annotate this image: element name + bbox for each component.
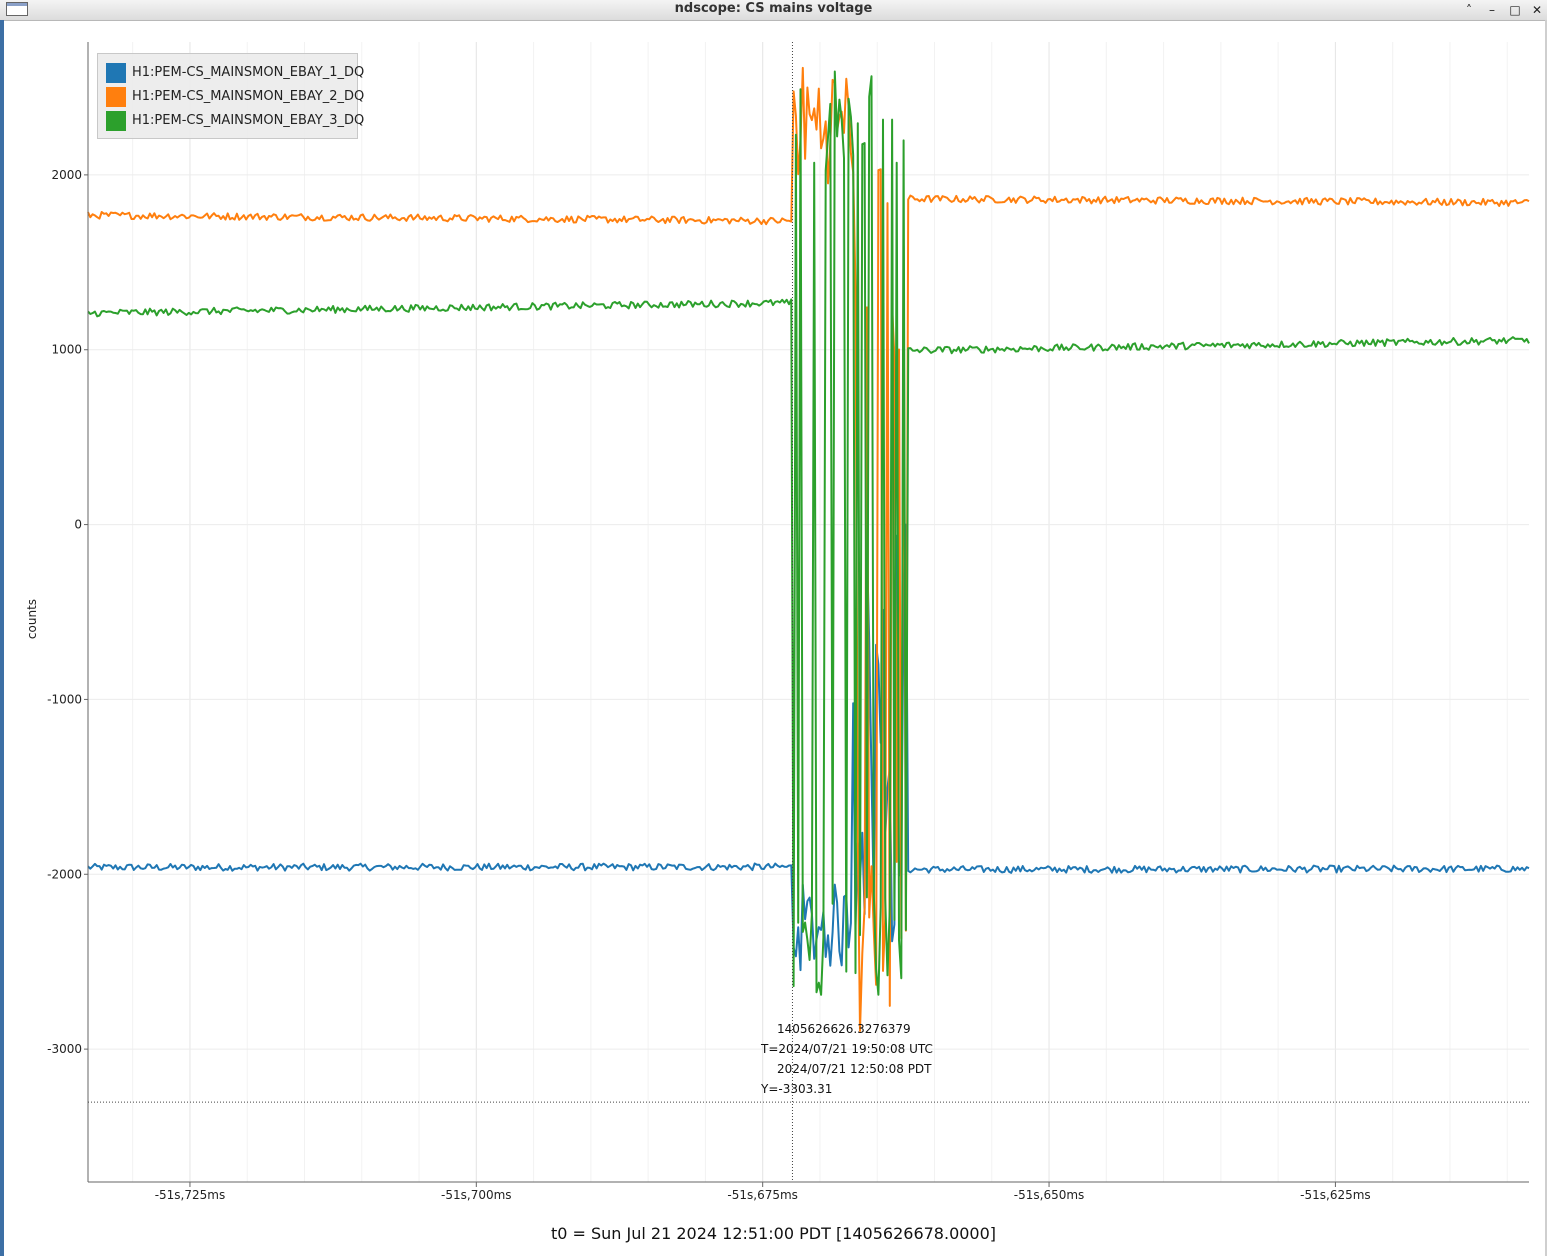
- y-tick-label: -1000: [47, 692, 82, 706]
- close-button[interactable]: ✕: [1531, 3, 1543, 17]
- legend-label: H1:PEM-CS_MAINSMON_EBAY_3_DQ: [132, 113, 365, 128]
- cursor-local-time: 2024/07/21 12:50:08 PDT: [777, 1062, 932, 1076]
- x-tick-label: -51s,675ms: [727, 1188, 798, 1202]
- window-title: ndscope: CS mains voltage: [674, 1, 873, 16]
- y-tick-label: 1000: [51, 343, 82, 357]
- cursor-readout: 1405626626.3276379 T=2024/07/21 19:50:08…: [761, 1019, 933, 1099]
- y-tick-label: -2000: [47, 867, 82, 881]
- grid: [88, 42, 1529, 1182]
- t0-label: t0 = Sun Jul 21 2024 12:51:00 PDT [14056…: [550, 1224, 997, 1243]
- y-tick-label: -3000: [47, 1042, 82, 1056]
- plot-area[interactable]: 2000 1000 0 -1000 -2000 -3000 -51s,725ms -51s,7…: [0, 20, 1547, 1256]
- cursor-utc-time: T=2024/07/21 19:50:08 UTC: [761, 1042, 933, 1056]
- x-tick-label: -51s,625ms: [1300, 1188, 1371, 1202]
- cursor-y-value: Y=-3303.31: [761, 1082, 833, 1096]
- x-tick-label: -51s,725ms: [155, 1188, 226, 1202]
- cursor-gps-time: 1405626626.3276379: [777, 1022, 911, 1036]
- maximize-button[interactable]: □: [1509, 3, 1521, 17]
- traces: [87, 66, 1530, 1032]
- series-line: [87, 66, 1530, 1032]
- x-tick-label: -51s,650ms: [1014, 1188, 1085, 1202]
- y-tick-label: 2000: [51, 168, 82, 182]
- legend-swatch: [106, 111, 126, 131]
- window-border-left: [0, 20, 4, 1256]
- x-tick-label: -51s,700ms: [441, 1188, 512, 1202]
- legend-label: H1:PEM-CS_MAINSMON_EBAY_2_DQ: [132, 89, 365, 104]
- legend-swatch: [106, 63, 126, 83]
- y-axis-label: counts: [25, 598, 39, 640]
- y-tick-label: 0: [74, 518, 82, 532]
- window-border-right: [1545, 20, 1547, 1256]
- legend-label: H1:PEM-CS_MAINSMON_EBAY_1_DQ: [132, 65, 365, 80]
- title-bar: ndscope: CS mains voltage ˄ – □ ✕: [0, 0, 1547, 21]
- series-line: [87, 523, 1530, 972]
- legend[interactable]: H1:PEM-CS_MAINSMON_EBAY_1_DQ H1:PEM-CS_M…: [97, 53, 364, 139]
- legend-swatch: [106, 87, 126, 107]
- minimize-button[interactable]: –: [1489, 3, 1495, 17]
- axes: 2000 1000 0 -1000 -2000 -3000 -51s,725ms -51s,7…: [47, 42, 1529, 1202]
- series-line: [87, 70, 1530, 996]
- crosshair-cursor[interactable]: [88, 42, 1529, 1182]
- shade-button[interactable]: ˄: [1466, 3, 1472, 17]
- app-icon[interactable]: [6, 2, 28, 16]
